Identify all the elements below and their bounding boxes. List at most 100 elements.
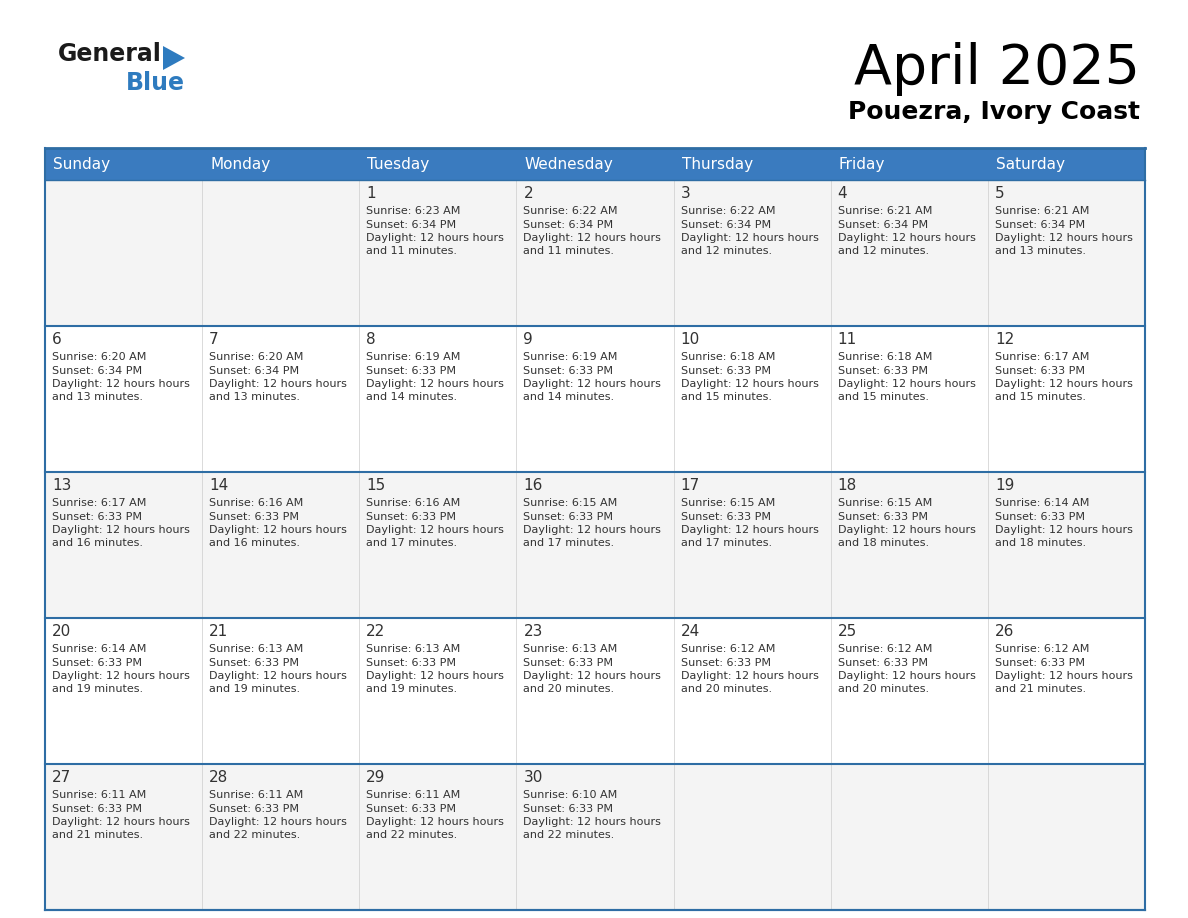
Text: Daylight: 12 hours hours: Daylight: 12 hours hours [209,817,347,827]
Text: Sunset: 6:34 PM: Sunset: 6:34 PM [524,219,613,230]
Text: and 17 minutes.: and 17 minutes. [366,539,457,548]
Text: Blue: Blue [126,71,185,95]
Text: Daylight: 12 hours hours: Daylight: 12 hours hours [994,525,1132,535]
Bar [45,764,1145,910]
Text: 3: 3 [681,186,690,201]
Text: Sunrise: 6:22 AM: Sunrise: 6:22 AM [524,206,618,216]
Text: Friday: Friday [839,156,885,172]
Bar [45,148,1145,180]
Text: and 19 minutes.: and 19 minutes. [366,685,457,695]
Text: Sunrise: 6:13 AM: Sunrise: 6:13 AM [524,644,618,654]
Text: Sunrise: 6:21 AM: Sunrise: 6:21 AM [838,206,933,216]
Text: Sunrise: 6:20 AM: Sunrise: 6:20 AM [209,352,303,362]
Text: Wednesday: Wednesday [524,156,613,172]
Text: and 15 minutes.: and 15 minutes. [838,393,929,402]
Text: Sunset: 6:33 PM: Sunset: 6:33 PM [681,365,771,375]
Polygon shape [163,46,185,70]
Text: Sunrise: 6:11 AM: Sunrise: 6:11 AM [209,790,303,800]
Text: and 20 minutes.: and 20 minutes. [681,685,772,695]
Text: Sunrise: 6:19 AM: Sunrise: 6:19 AM [366,352,461,362]
Text: and 17 minutes.: and 17 minutes. [681,539,772,548]
Text: Sunset: 6:33 PM: Sunset: 6:33 PM [524,511,613,521]
Text: Sunrise: 6:16 AM: Sunrise: 6:16 AM [209,498,303,508]
Text: 5: 5 [994,186,1005,201]
Text: Daylight: 12 hours hours: Daylight: 12 hours hours [52,671,190,681]
Text: 17: 17 [681,478,700,493]
Text: and 15 minutes.: and 15 minutes. [994,393,1086,402]
Bar [45,472,1145,618]
Text: 19: 19 [994,478,1015,493]
Text: 12: 12 [994,332,1015,347]
Text: 8: 8 [366,332,375,347]
Text: Daylight: 12 hours hours: Daylight: 12 hours hours [524,379,662,389]
Text: Daylight: 12 hours hours: Daylight: 12 hours hours [366,817,504,827]
Text: Sunrise: 6:23 AM: Sunrise: 6:23 AM [366,206,461,216]
Text: and 19 minutes.: and 19 minutes. [209,685,301,695]
Text: General: General [58,42,162,66]
Text: Sunset: 6:33 PM: Sunset: 6:33 PM [994,657,1085,667]
Text: Daylight: 12 hours hours: Daylight: 12 hours hours [209,379,347,389]
Text: 1: 1 [366,186,375,201]
Text: and 18 minutes.: and 18 minutes. [994,539,1086,548]
Text: Sunset: 6:34 PM: Sunset: 6:34 PM [52,365,143,375]
Text: Sunrise: 6:15 AM: Sunrise: 6:15 AM [524,498,618,508]
Text: Sunset: 6:33 PM: Sunset: 6:33 PM [209,803,299,813]
Text: Sunset: 6:33 PM: Sunset: 6:33 PM [994,511,1085,521]
Text: Sunrise: 6:19 AM: Sunrise: 6:19 AM [524,352,618,362]
Text: Sunrise: 6:17 AM: Sunrise: 6:17 AM [52,498,146,508]
Text: Sunset: 6:33 PM: Sunset: 6:33 PM [524,365,613,375]
Text: 22: 22 [366,624,386,639]
Text: Sunday: Sunday [53,156,110,172]
Text: Sunrise: 6:17 AM: Sunrise: 6:17 AM [994,352,1089,362]
Text: Pouezra, Ivory Coast: Pouezra, Ivory Coast [848,100,1140,124]
Text: Daylight: 12 hours hours: Daylight: 12 hours hours [838,233,975,243]
Text: and 14 minutes.: and 14 minutes. [366,393,457,402]
Text: Tuesday: Tuesday [367,156,430,172]
Text: Sunset: 6:33 PM: Sunset: 6:33 PM [209,657,299,667]
Text: Sunset: 6:33 PM: Sunset: 6:33 PM [838,511,928,521]
Text: Daylight: 12 hours hours: Daylight: 12 hours hours [366,525,504,535]
Text: 18: 18 [838,478,857,493]
Text: and 20 minutes.: and 20 minutes. [524,685,614,695]
Text: Daylight: 12 hours hours: Daylight: 12 hours hours [209,671,347,681]
Text: 9: 9 [524,332,533,347]
Text: and 12 minutes.: and 12 minutes. [681,247,772,256]
Text: 13: 13 [52,478,71,493]
Text: 10: 10 [681,332,700,347]
Text: Sunset: 6:33 PM: Sunset: 6:33 PM [366,365,456,375]
Text: 29: 29 [366,770,386,785]
Text: and 13 minutes.: and 13 minutes. [52,393,143,402]
Text: Daylight: 12 hours hours: Daylight: 12 hours hours [838,525,975,535]
Text: 2: 2 [524,186,533,201]
Text: 24: 24 [681,624,700,639]
Text: Daylight: 12 hours hours: Daylight: 12 hours hours [524,233,662,243]
Text: 4: 4 [838,186,847,201]
Text: Daylight: 12 hours hours: Daylight: 12 hours hours [524,671,662,681]
Text: Sunrise: 6:12 AM: Sunrise: 6:12 AM [838,644,933,654]
Text: April 2025: April 2025 [854,42,1140,96]
Text: and 15 minutes.: and 15 minutes. [681,393,771,402]
Text: Daylight: 12 hours hours: Daylight: 12 hours hours [52,379,190,389]
Text: Sunrise: 6:16 AM: Sunrise: 6:16 AM [366,498,461,508]
Text: Monday: Monday [210,156,271,172]
Text: Sunrise: 6:21 AM: Sunrise: 6:21 AM [994,206,1089,216]
Text: Sunrise: 6:18 AM: Sunrise: 6:18 AM [681,352,775,362]
Text: 21: 21 [209,624,228,639]
Text: Sunset: 6:33 PM: Sunset: 6:33 PM [838,365,928,375]
Text: 7: 7 [209,332,219,347]
Text: Sunset: 6:33 PM: Sunset: 6:33 PM [52,511,143,521]
Text: 11: 11 [838,332,857,347]
Text: Sunrise: 6:18 AM: Sunrise: 6:18 AM [838,352,933,362]
Text: Sunset: 6:33 PM: Sunset: 6:33 PM [52,803,143,813]
Text: 16: 16 [524,478,543,493]
Text: 14: 14 [209,478,228,493]
Text: Sunset: 6:34 PM: Sunset: 6:34 PM [994,219,1085,230]
Text: Daylight: 12 hours hours: Daylight: 12 hours hours [681,379,819,389]
Text: Sunset: 6:33 PM: Sunset: 6:33 PM [681,511,771,521]
Text: Sunset: 6:33 PM: Sunset: 6:33 PM [209,511,299,521]
Text: Sunset: 6:33 PM: Sunset: 6:33 PM [838,657,928,667]
Text: 30: 30 [524,770,543,785]
Text: Sunrise: 6:22 AM: Sunrise: 6:22 AM [681,206,775,216]
Text: and 12 minutes.: and 12 minutes. [838,247,929,256]
Text: Sunrise: 6:11 AM: Sunrise: 6:11 AM [52,790,146,800]
